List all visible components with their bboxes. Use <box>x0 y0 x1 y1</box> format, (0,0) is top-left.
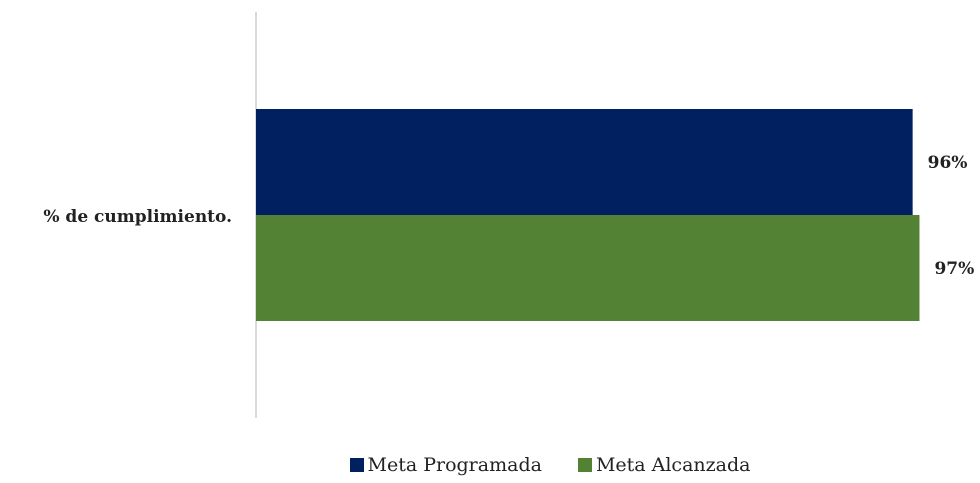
legend-item-meta-alcanzada: Meta Alcanzada <box>577 454 751 476</box>
data-label: 97% <box>934 259 974 279</box>
legend: Meta Programada Meta Alcanzada <box>0 454 980 476</box>
legend-swatch-meta-programada <box>349 458 364 472</box>
bar-meta-alcanzada <box>256 215 920 321</box>
bar-meta-programada <box>256 109 913 215</box>
bar-chart: % de cumplimiento. 96% 97% <box>43 12 974 418</box>
category-label: % de cumplimiento. <box>43 207 232 227</box>
legend-label: Meta Alcanzada <box>595 454 751 476</box>
data-label: 96% <box>928 153 968 173</box>
legend-swatch-meta-alcanzada <box>577 458 592 472</box>
legend-label: Meta Programada <box>367 454 542 476</box>
legend-item-meta-programada: Meta Programada <box>349 454 542 476</box>
